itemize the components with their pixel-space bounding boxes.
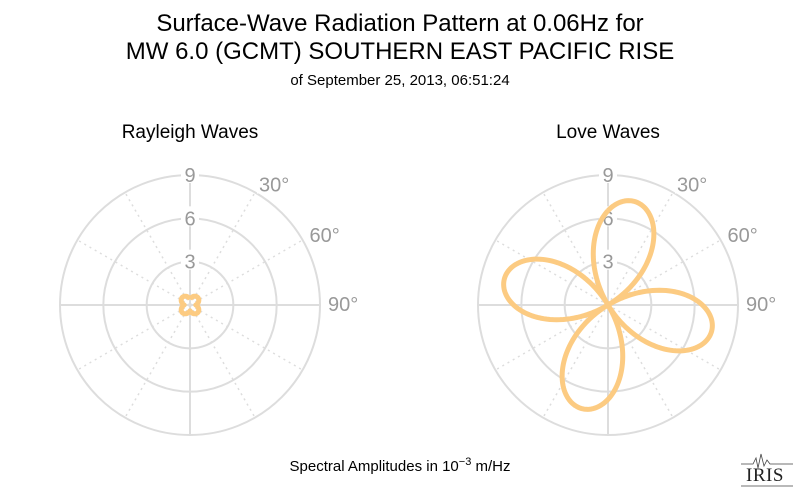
grid-spoke: [542, 192, 609, 306]
caption-prefix: Spectral Amplitudes in: [289, 458, 443, 475]
iris-logo-icon: [741, 453, 793, 487]
iris-logo-text: IRIS: [746, 465, 784, 486]
angle-label: 30°: [259, 174, 289, 196]
title-line-2: MW 6.0 (GCMT) SOUTHERN EAST PACIFIC RISE: [125, 38, 675, 65]
grid-spoke: [189, 304, 256, 418]
angle-label: 30°: [677, 174, 707, 196]
radiation-pattern-line: [178, 293, 202, 317]
grid-spoke: [189, 192, 256, 306]
grid-spoke: [77, 304, 191, 371]
love-polar-plot: Love Waves 3 6 9 30° 60° 90°: [477, 122, 782, 436]
grid-spoke: [189, 304, 303, 371]
angle-label-backdrop: [307, 222, 346, 244]
angle-label: 90°: [328, 294, 358, 316]
subplot-title: Love Waves: [556, 122, 660, 143]
radial-tick-label: 9: [184, 165, 195, 187]
radiation-pattern-line: [501, 198, 715, 412]
radial-tick-label: 9: [602, 165, 613, 187]
radial-tick-label: 6: [184, 208, 195, 230]
grid-spoke: [124, 304, 191, 418]
caption-base: 10: [442, 458, 459, 475]
grid-spoke: [189, 239, 303, 306]
tick-label-backdrop: [181, 249, 199, 270]
caption-unit: m/Hz: [471, 458, 511, 475]
angle-label: 60°: [728, 225, 758, 247]
angle-label: 60°: [310, 225, 340, 247]
title-line-1: Surface-Wave Radiation Pattern at 0.06Hz…: [156, 10, 644, 37]
angle-label-backdrop: [675, 171, 713, 194]
grid-spoke: [495, 304, 609, 371]
caption-exponent: −3: [458, 456, 472, 468]
rayleigh-polar-plot: Rayleigh Waves 3 6 9 30° 60° 90°: [59, 122, 364, 436]
angle-label-backdrop: [744, 291, 782, 313]
angle-label-backdrop: [326, 291, 364, 313]
subplot-title: Rayleigh Waves: [122, 122, 259, 143]
angle-label-backdrop: [257, 171, 295, 194]
radial-tick-label: 3: [184, 252, 195, 274]
amplitude-caption: Spectral Amplitudes in 10−3 m/Hz: [0, 456, 800, 475]
grid-spoke: [607, 192, 674, 306]
grid-spoke: [77, 239, 191, 306]
tick-label-backdrop: [599, 206, 617, 227]
subtitle: of September 25, 2013, 06:51:24: [290, 72, 510, 89]
tick-label-backdrop: [181, 206, 199, 227]
grid-spoke: [495, 239, 609, 306]
grid-spoke: [542, 304, 609, 418]
grid-spoke: [607, 304, 721, 371]
angle-label: 90°: [746, 294, 776, 316]
tick-label-backdrop: [599, 249, 617, 270]
grid-spoke: [124, 192, 191, 306]
tick-label-backdrop: [599, 163, 617, 183]
radial-tick-label: 6: [602, 208, 613, 230]
grid-spoke: [607, 304, 674, 418]
tick-label-backdrop: [181, 163, 199, 183]
angle-label-backdrop: [725, 222, 764, 244]
radial-tick-label: 3: [602, 252, 613, 274]
grid-spoke: [607, 239, 721, 306]
